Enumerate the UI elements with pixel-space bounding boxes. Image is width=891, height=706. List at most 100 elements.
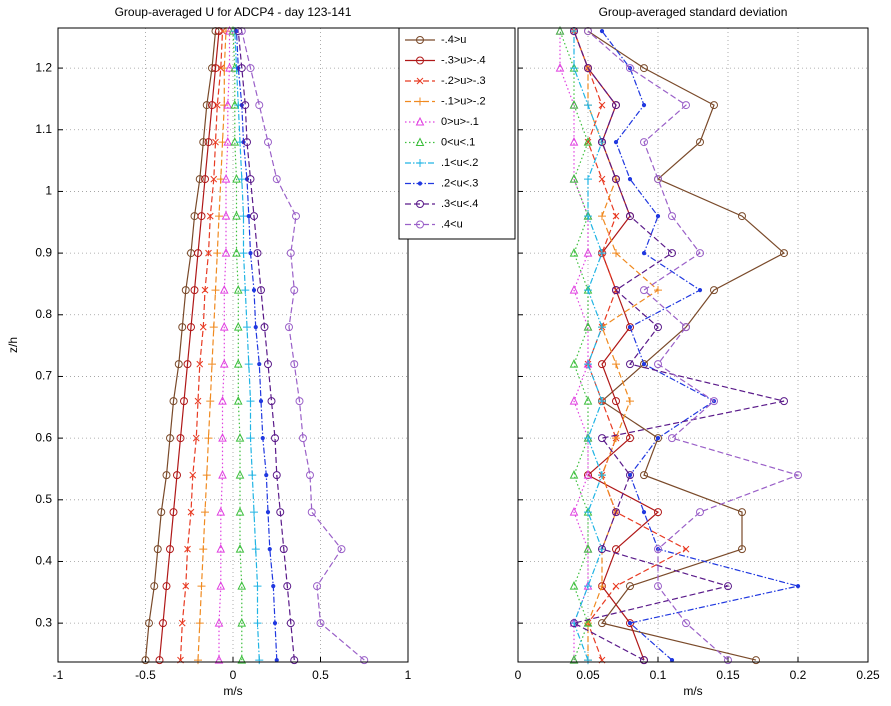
- data-point: [780, 397, 788, 406]
- data-point: [295, 397, 304, 406]
- x-tick-label: 0: [515, 668, 522, 682]
- data-point: [598, 101, 606, 109]
- y-tick-label: 0.4: [35, 554, 52, 568]
- data-point: [598, 619, 606, 628]
- legend-label: 0>u>-.1: [441, 116, 479, 128]
- data-point: [626, 64, 634, 73]
- data-point: [197, 582, 206, 591]
- data-point: [235, 544, 245, 553]
- data-point: [569, 247, 579, 257]
- data-point: [640, 138, 648, 147]
- data-point: [243, 323, 251, 332]
- data-point: [584, 360, 592, 369]
- data-point: [780, 249, 788, 258]
- data-point: [612, 101, 620, 110]
- data-point: [169, 508, 178, 517]
- y-tick-label: 0.8: [35, 307, 52, 321]
- data-point: [569, 507, 579, 516]
- y-tick-label: 0.5: [35, 492, 52, 506]
- data-point: [640, 286, 648, 295]
- data-point: [569, 359, 579, 368]
- data-point: [235, 470, 245, 479]
- legend-label: -.4>u: [441, 34, 466, 46]
- data-point: [627, 176, 633, 182]
- data-point: [239, 249, 248, 258]
- data-point: [584, 212, 592, 221]
- data-point: [250, 508, 258, 517]
- data-point: [218, 470, 227, 479]
- data-point: [194, 249, 202, 258]
- data-point: [313, 582, 321, 591]
- data-point: [225, 62, 234, 72]
- data-point: [316, 619, 325, 628]
- x-tick-label: 0.05: [576, 668, 600, 682]
- data-point: [626, 471, 634, 480]
- data-point: [190, 286, 199, 295]
- data-point: [271, 584, 276, 589]
- profile-line: [587, 30, 800, 661]
- data-point: [235, 433, 245, 442]
- data-point: [272, 621, 278, 626]
- data-point: [626, 582, 634, 591]
- data-point: [583, 321, 593, 331]
- data-point: [221, 210, 231, 220]
- data-point: [202, 101, 211, 110]
- data-point: [204, 138, 213, 147]
- data-point: [246, 175, 255, 184]
- data-point: [214, 618, 224, 627]
- data-point: [216, 507, 226, 516]
- data-point: [306, 471, 314, 480]
- data-point: [569, 655, 579, 664]
- data-point: [612, 360, 620, 369]
- data-point: [233, 321, 243, 331]
- data-point: [187, 508, 195, 516]
- legend-marker: [416, 56, 424, 65]
- data-point: [246, 64, 255, 73]
- x-tick-label: 0.5: [312, 668, 329, 682]
- data-point: [253, 249, 262, 258]
- data-point: [194, 656, 202, 665]
- profile-line: [559, 31, 589, 661]
- data-point: [583, 618, 593, 627]
- data-point: [216, 175, 225, 184]
- profile-line: [573, 31, 603, 661]
- x-tick-label: -1: [53, 668, 64, 682]
- data-point: [233, 359, 243, 368]
- y-tick-label: 0.9: [35, 245, 52, 259]
- data-point: [640, 471, 648, 480]
- data-point: [230, 136, 240, 146]
- legend-label: -.3>u>-.4: [441, 54, 486, 66]
- data-point: [246, 214, 251, 219]
- data-point: [612, 397, 620, 406]
- data-point: [584, 138, 592, 146]
- data-point: [218, 396, 227, 405]
- data-point: [257, 362, 262, 367]
- data-point: [189, 471, 197, 479]
- data-point: [626, 434, 634, 443]
- data-point: [212, 138, 219, 146]
- data-point: [570, 619, 578, 628]
- data-point: [239, 212, 248, 221]
- data-point: [569, 99, 579, 109]
- data-point: [199, 138, 208, 147]
- data-point: [213, 101, 221, 109]
- data-point: [724, 656, 732, 665]
- data-point: [627, 325, 633, 330]
- data-point: [655, 436, 661, 441]
- data-point: [299, 434, 307, 443]
- data-point: [219, 284, 229, 294]
- data-point: [210, 175, 218, 183]
- y-tick-label: 1.1: [35, 122, 52, 136]
- data-point: [641, 362, 647, 367]
- data-point: [162, 471, 171, 480]
- legend-label: -.1>u>-.2: [441, 95, 486, 107]
- data-point: [584, 101, 592, 110]
- data-point: [290, 360, 299, 369]
- data-point: [570, 619, 578, 628]
- data-point: [654, 286, 662, 295]
- data-point: [183, 360, 192, 369]
- data-point: [216, 581, 226, 590]
- data-point: [145, 619, 153, 628]
- profile-line: [573, 30, 660, 661]
